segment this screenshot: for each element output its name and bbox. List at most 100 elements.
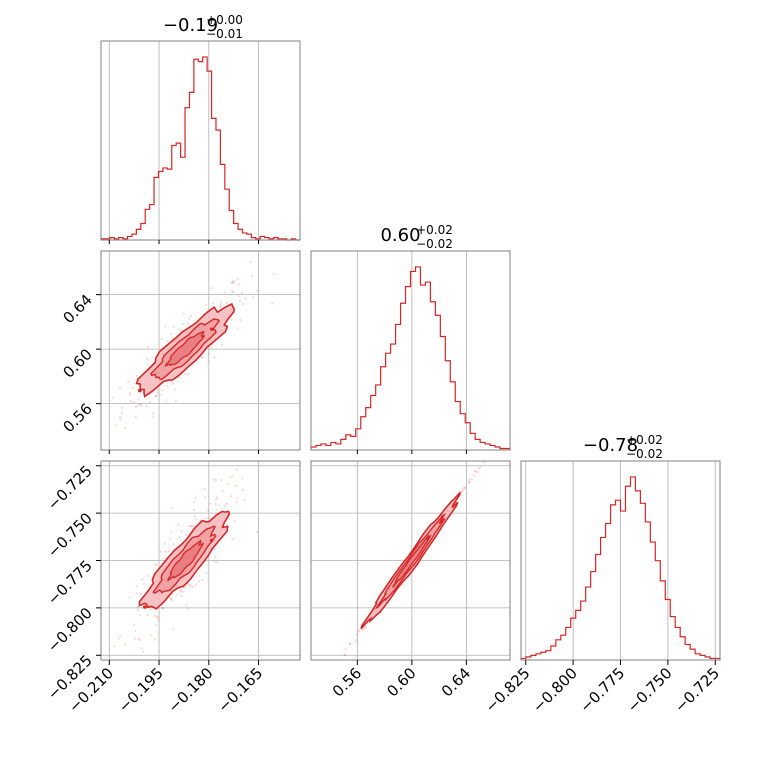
scatter-point [169,596,172,599]
scatter-point [230,495,233,498]
scatter-point [153,638,156,641]
scatter-point [200,356,203,359]
scatter-point [180,530,183,533]
scatter-point [224,291,227,294]
scatter-point [146,614,149,617]
panel-2-0 [100,460,301,661]
scatter-point [205,304,208,307]
param-title-median: 0.60 [380,225,420,246]
scatter-point [211,302,215,305]
scatter-point [476,471,479,474]
scatter-point [244,297,247,300]
scatter-point [140,647,143,650]
scatter-point [170,507,173,510]
scatter-point [134,629,137,632]
scatter-point [120,411,124,414]
scatter-point [231,537,234,540]
scatter-point [137,637,140,640]
scatter-point [230,318,234,321]
scatter-point [164,542,167,545]
scatter-point [272,272,275,275]
scatter-point [150,634,153,637]
scatter-point [161,606,164,610]
scatter-point [146,357,149,361]
scatter-point [156,388,159,391]
scatter-point [479,466,482,469]
contour-inner [392,534,432,588]
scatter-point [219,303,222,306]
scatter-point [140,404,143,407]
scatter-point [182,322,185,326]
scatter-point [236,327,239,330]
scatter-point [207,509,210,512]
scatter-point [119,418,122,421]
scatter-point [154,624,157,627]
scatter-point [160,337,163,341]
scatter-point [224,505,227,508]
scatter-point [115,424,118,427]
scatter-point [170,332,173,335]
scatter-point [173,388,176,391]
scatter-point [220,306,223,309]
scatter-point [172,325,175,328]
scatter-point [136,606,139,609]
scatter-point [177,523,180,526]
scatter-point [271,302,274,305]
scatter-point [159,550,162,553]
scatter-point [129,391,132,395]
scatter-point [165,400,168,403]
param-title-err-plus: +0.00 [206,13,243,27]
scatter-point [155,394,158,397]
scatter-point [468,479,471,483]
scatter-point [364,626,367,629]
scatter-point [358,628,361,631]
scatter-point [154,563,157,566]
scatter-point [210,287,213,290]
scatter-point [229,475,232,478]
scatter-point [354,640,357,644]
axes-frame [310,460,511,661]
scatter-point [183,586,186,590]
scatter-point [159,393,162,396]
scatter-point [135,585,138,588]
axes-frame [100,250,301,451]
panel-1-1: 0.60+0.02−0.02 [310,223,511,451]
scatter-point [172,382,175,385]
scatter-point [143,582,146,586]
scatter-point [209,502,212,505]
scatter-point [243,498,246,502]
scatter-point [232,280,235,283]
outlier-point [143,605,147,609]
scatter-point [139,403,142,406]
scatter-point [240,291,243,294]
scatter-point [129,393,132,396]
scatter-point [154,614,157,618]
scatter-point [172,628,175,631]
scatter-point [235,501,238,504]
scatter-point [240,477,243,480]
scatter-point [348,642,351,645]
scatter-point [249,260,252,263]
panel-2-1 [310,460,511,661]
outlier-point [209,327,214,331]
scatter-point [140,578,144,581]
param-title-err-plus: +0.02 [416,223,453,237]
scatter-point [161,389,164,392]
scatter-point [221,344,224,347]
scatter-point [195,518,198,521]
scatter-point [225,502,229,505]
scatter-point [193,515,196,518]
scatter-point [135,374,138,377]
scatter-point [225,301,229,304]
scatter-point [138,403,141,406]
scatter-point [192,524,195,527]
scatter-point [178,536,181,539]
scatter-point [127,380,130,383]
scatter-point [232,475,235,478]
scatter-point [113,645,116,648]
scatter-point [232,290,235,294]
scatter-point [204,496,207,499]
scatter-point [169,537,172,540]
